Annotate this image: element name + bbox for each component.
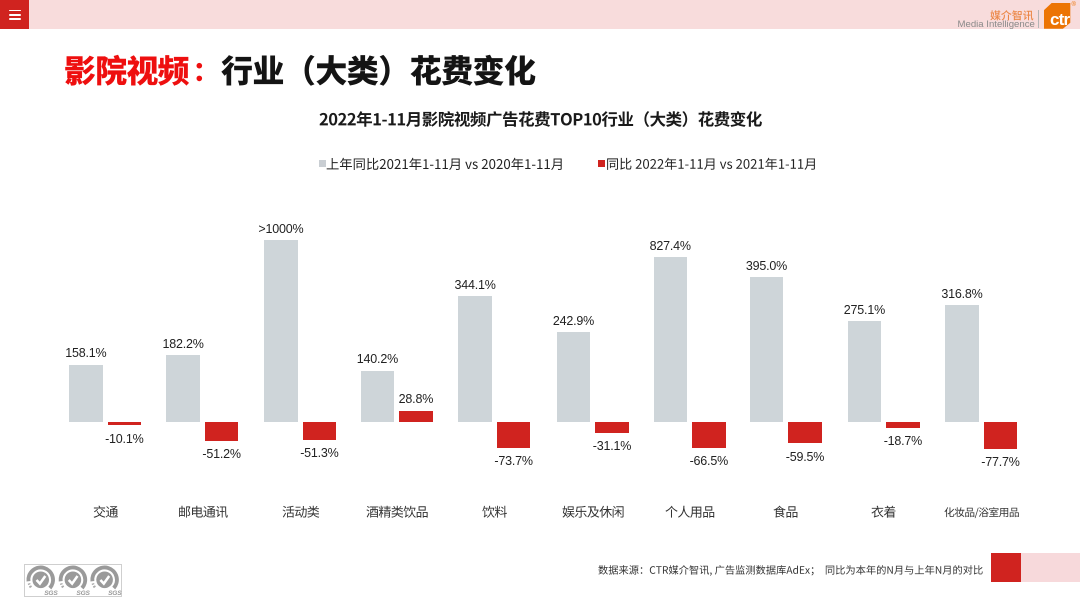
svg-text:SGS: SGS bbox=[108, 590, 122, 597]
svg-text:ctr: ctr bbox=[1050, 10, 1071, 29]
svg-text:SGS: SGS bbox=[45, 590, 59, 597]
svg-text:SGS: SGS bbox=[77, 590, 91, 597]
